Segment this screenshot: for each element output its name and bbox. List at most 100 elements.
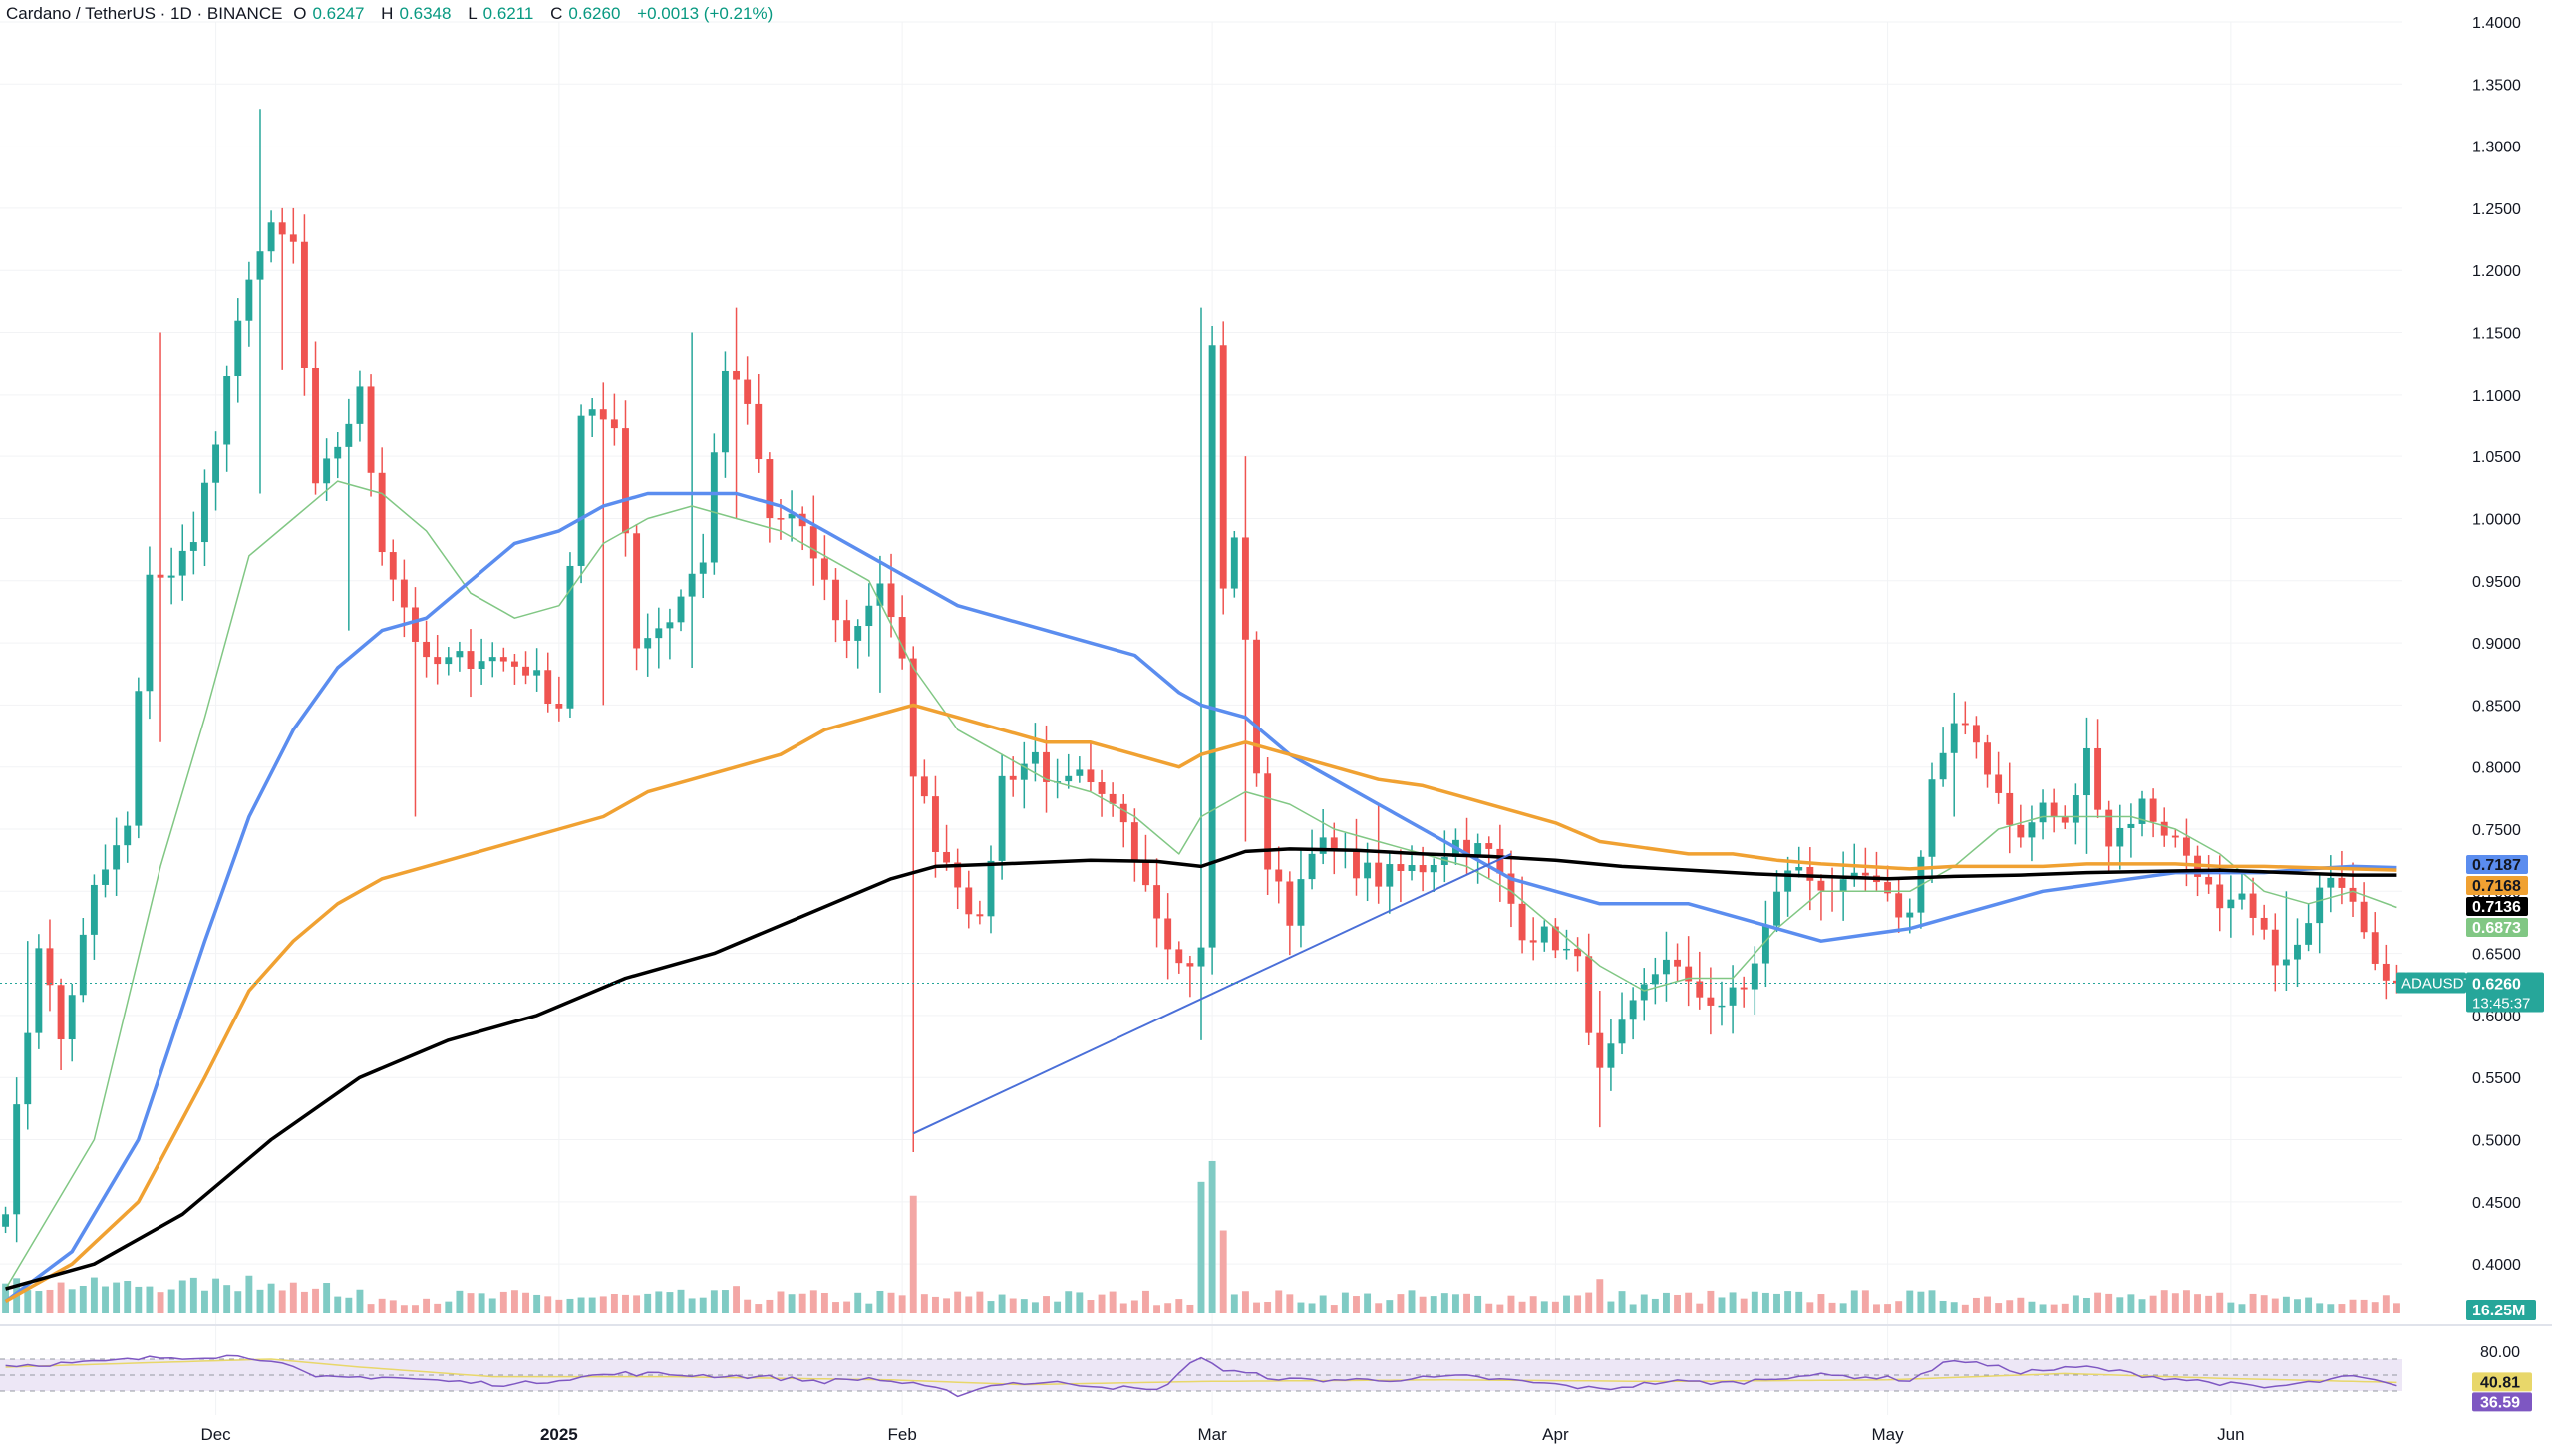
candle-body [212, 444, 220, 483]
candle-body [1551, 926, 1559, 951]
candle-body [809, 526, 817, 559]
candle-body [2182, 837, 2190, 856]
candle-body [2282, 959, 2290, 966]
volume-bar [423, 1298, 431, 1313]
candle-body [920, 776, 928, 797]
candle-body [13, 1104, 21, 1215]
volume-bar [2006, 1300, 2014, 1313]
rsi-line [5, 1354, 2397, 1398]
volume-bar [943, 1298, 951, 1313]
candle-body [146, 574, 154, 692]
volume-bar [1153, 1305, 1161, 1313]
volume-bar [1308, 1303, 1316, 1313]
volume-bar [1795, 1291, 1803, 1313]
volume-bar [345, 1297, 353, 1313]
volume-bar [1884, 1304, 1892, 1313]
candle-body [1208, 345, 1216, 948]
volume-bar [1663, 1292, 1670, 1313]
volume-bar [256, 1289, 264, 1313]
candle-body [1175, 949, 1183, 964]
volume-bar [798, 1293, 806, 1313]
volume-bar [189, 1277, 197, 1313]
ma-price-tag-label: 0.7136 [2472, 899, 2521, 916]
candle-body [1264, 773, 1272, 870]
volume-bar [1507, 1295, 1515, 1313]
rsi-tag [2472, 1392, 2532, 1412]
candle-body [820, 558, 828, 580]
volume-bar [146, 1286, 154, 1313]
volume-bar [2171, 1293, 2179, 1313]
candle-body [2050, 802, 2058, 817]
volume-bar [1574, 1295, 1582, 1313]
candle-body [887, 583, 895, 618]
candle-body [1585, 956, 1593, 1033]
volume-bar [766, 1299, 774, 1313]
candle-body [2061, 816, 2069, 823]
candle-body [2305, 923, 2313, 945]
volume-bar [688, 1298, 696, 1313]
volume-bar [2349, 1299, 2357, 1313]
candle-body [699, 562, 707, 574]
volume-bar [46, 1289, 54, 1313]
candle-body [234, 320, 242, 377]
volume-bar [588, 1297, 596, 1313]
candle-body [1518, 903, 1526, 941]
volume-bar [777, 1291, 785, 1313]
price-tick-label: 0.6000 [2472, 1009, 2521, 1025]
volume-bar [1142, 1290, 1149, 1313]
volume-bar [1408, 1290, 1416, 1313]
candle-body [1928, 779, 1936, 857]
volume-bar [1353, 1296, 1360, 1313]
volume-bar [79, 1285, 87, 1313]
candle-body [1784, 870, 1792, 892]
candle-body [1485, 843, 1493, 849]
volume-bar [622, 1294, 629, 1313]
candle-body [788, 513, 796, 519]
candle-body [356, 386, 364, 424]
time-tick-label: May [1872, 1425, 1905, 1444]
candle-body [2138, 798, 2146, 824]
candle-body [2028, 822, 2036, 838]
candle-body [555, 704, 563, 709]
volume-bar [1784, 1291, 1792, 1313]
candle-body [1972, 725, 1980, 743]
candle-body [1397, 864, 1405, 871]
candle-body [1995, 774, 2003, 793]
candle-body [2, 1214, 9, 1227]
candle-body [2017, 824, 2025, 838]
volume-bar [1175, 1299, 1183, 1313]
volume-bar [832, 1302, 839, 1313]
volume-bar [434, 1303, 442, 1313]
volume-bar [2182, 1290, 2190, 1313]
candle-body [1463, 839, 1470, 857]
candle-body [510, 661, 518, 667]
candle-body [1153, 885, 1161, 919]
candle-body [2349, 887, 2357, 902]
candle-body [499, 657, 507, 662]
volume-bar [1430, 1296, 1437, 1313]
time-tick-label: Jun [2217, 1425, 2244, 1444]
volume-bar [2083, 1297, 2090, 1313]
candle-body [965, 887, 973, 915]
volume-bar [1275, 1290, 1283, 1313]
candle-body [300, 241, 308, 368]
volume-bar [2094, 1292, 2102, 1313]
volume-bar [2017, 1297, 2025, 1313]
candle-body [1076, 769, 1084, 776]
candle-body [1230, 537, 1238, 589]
candle-body [1375, 862, 1383, 887]
candle-body [79, 934, 87, 996]
volume-bar [1928, 1290, 1936, 1313]
volume-bar [1440, 1293, 1448, 1313]
time-tick-label: Dec [200, 1425, 231, 1444]
volume-bar [356, 1289, 364, 1313]
candle-body [2149, 798, 2157, 822]
candle-body [2127, 823, 2135, 828]
price-tick-label: 1.2500 [2472, 201, 2521, 218]
volume-bar [1386, 1300, 1394, 1313]
candle-body [566, 565, 574, 709]
volume-bar [1419, 1296, 1427, 1313]
volume-bar [1253, 1302, 1260, 1313]
volume-bar [533, 1294, 541, 1313]
